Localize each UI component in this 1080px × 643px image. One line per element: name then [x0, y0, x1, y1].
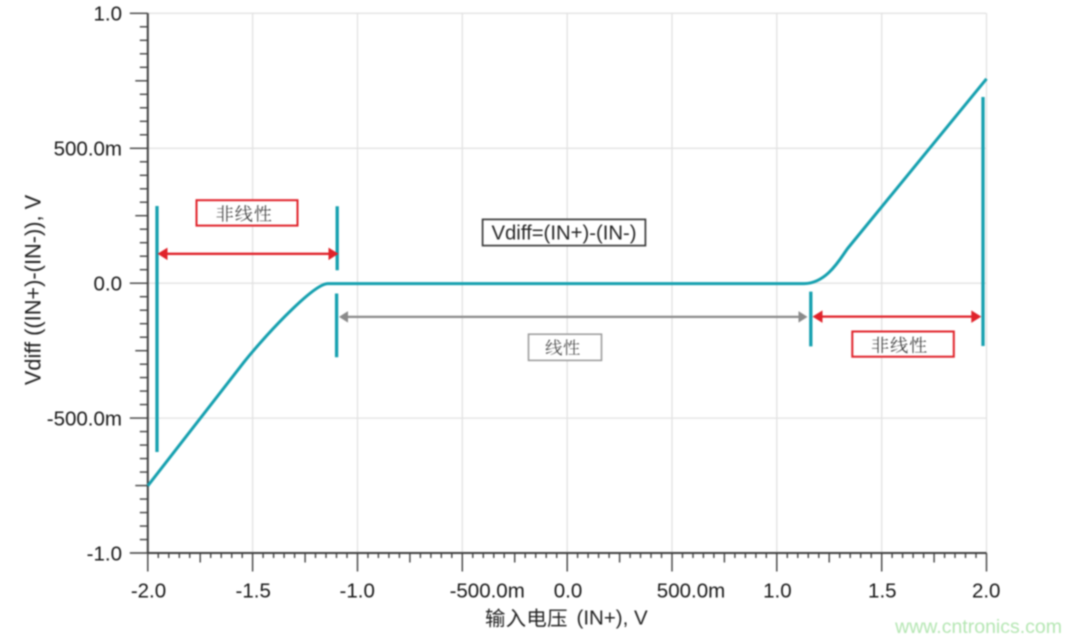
- svg-text:-2.0: -2.0: [131, 579, 166, 602]
- svg-text:-1.5: -1.5: [236, 579, 271, 602]
- svg-text:-1.0: -1.0: [340, 579, 375, 602]
- svg-text:2.0: 2.0: [972, 579, 1001, 602]
- svg-text:(IN+), V: (IN+), V: [577, 607, 649, 630]
- svg-text:-1.0: -1.0: [87, 542, 122, 565]
- svg-text:500.0m: 500.0m: [54, 138, 122, 161]
- svg-text:0.0: 0.0: [94, 273, 123, 296]
- svg-text:Vdiff ((IN+)-(IN-)), V: Vdiff ((IN+)-(IN-)), V: [21, 194, 46, 385]
- svg-text:-500.0m: -500.0m: [47, 407, 122, 430]
- svg-text:0.0: 0.0: [554, 579, 583, 602]
- svg-text:1.0: 1.0: [763, 579, 792, 602]
- svg-text:www.cntronics.com: www.cntronics.com: [894, 616, 1062, 638]
- svg-text:-500.0m: -500.0m: [450, 579, 525, 602]
- svg-text:1.0: 1.0: [94, 3, 123, 26]
- svg-text:Vdiff=(IN+)-(IN-): Vdiff=(IN+)-(IN-): [492, 222, 637, 244]
- svg-text:1.5: 1.5: [868, 579, 897, 602]
- svg-text:500.0m: 500.0m: [657, 579, 725, 602]
